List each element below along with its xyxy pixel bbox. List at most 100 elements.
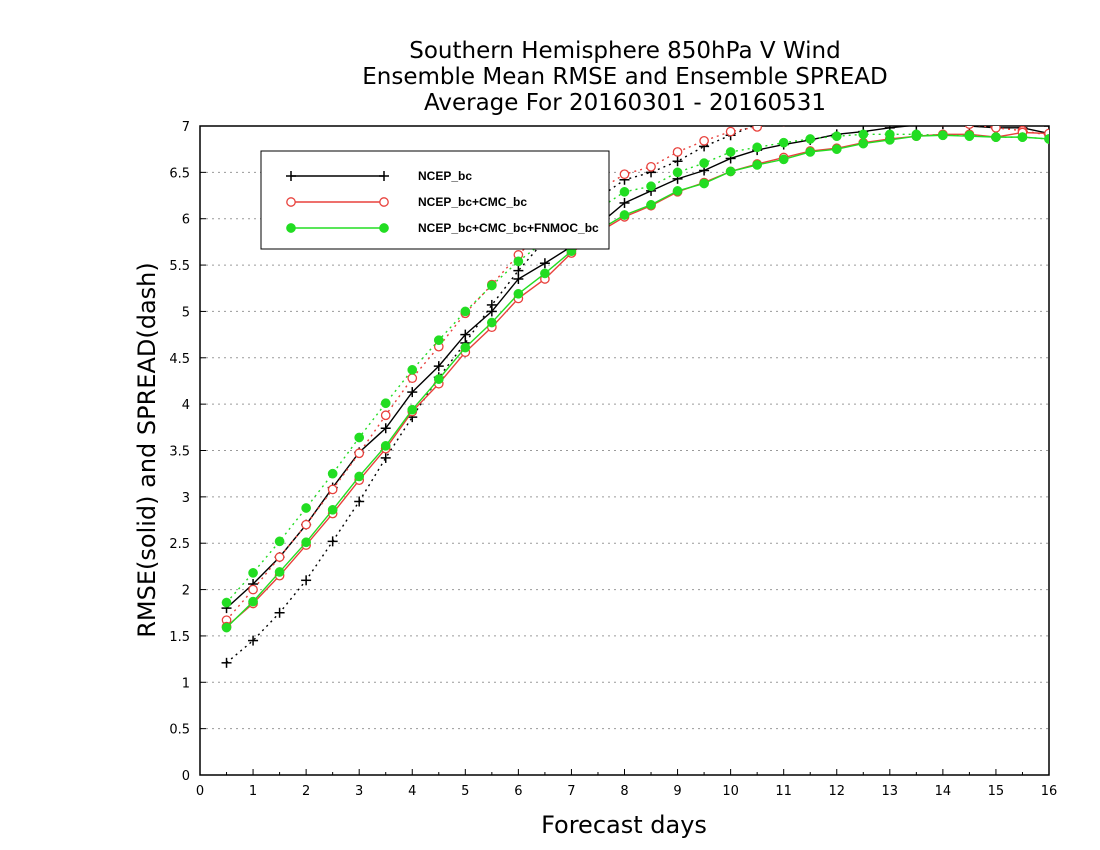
data-point xyxy=(327,468,338,479)
legend-label: NCEP_bc+CMC_bc xyxy=(418,195,527,209)
data-point xyxy=(379,223,389,233)
y-tick-label: 1 xyxy=(182,676,190,691)
data-point xyxy=(699,178,709,189)
x-tick-label: 11 xyxy=(775,784,792,799)
x-tick-label: 2 xyxy=(302,784,310,799)
y-tick-label: 5.5 xyxy=(169,259,190,274)
data-point xyxy=(831,144,842,155)
data-point xyxy=(540,268,550,279)
data-point xyxy=(380,398,391,409)
data-point xyxy=(354,432,365,443)
data-point xyxy=(380,423,391,434)
data-point xyxy=(752,160,763,170)
data-point xyxy=(619,197,630,208)
data-point xyxy=(805,134,816,144)
y-tick-label: 3.5 xyxy=(169,445,190,460)
y-tick-label: 5 xyxy=(182,305,190,320)
legend-label: NCEP_bc+CMC_bc+FNMOC_bc xyxy=(418,221,599,235)
data-point xyxy=(884,135,895,145)
data-point xyxy=(301,503,311,513)
x-tick-label: 14 xyxy=(935,784,952,799)
data-point xyxy=(964,131,975,142)
x-tick-label: 0 xyxy=(196,784,204,799)
y-tick-label: 6 xyxy=(182,213,190,228)
data-point xyxy=(991,132,1001,142)
y-axis: 0 0.5 1 1.5 2 2.5 3 3.5 4 4.5 5 5.5 6 6.5 7 xyxy=(169,120,206,784)
y-tick-label: 1.5 xyxy=(169,630,190,645)
data-point xyxy=(433,374,444,384)
legend-item: NCEP_bc+CMC_bc xyxy=(286,195,527,209)
x-tick-label: 6 xyxy=(514,784,522,799)
x-tick-label: 9 xyxy=(673,784,681,799)
y-tick-label: 4.5 xyxy=(169,352,190,367)
legend-item: NCEP_bc xyxy=(286,169,472,183)
legend-label: NCEP_bc xyxy=(418,169,472,183)
data-point xyxy=(248,568,258,578)
data-point xyxy=(1044,134,1049,144)
data-point xyxy=(699,158,709,168)
data-point xyxy=(379,197,389,207)
data-point xyxy=(327,484,338,495)
chart-title-line: Southern Hemisphere 850hPa V Wind xyxy=(409,38,840,64)
data-point xyxy=(1017,132,1028,142)
data-point xyxy=(619,186,630,197)
data-point xyxy=(274,552,285,562)
data-point xyxy=(831,131,842,142)
data-point xyxy=(486,317,497,328)
data-point xyxy=(486,280,497,291)
data-point xyxy=(964,126,974,129)
data-point xyxy=(782,126,786,127)
data-point xyxy=(354,471,365,482)
data-point xyxy=(513,288,524,299)
data-point xyxy=(301,537,311,548)
chart-title-line: Ensemble Mean RMSE and Ensemble SPREAD xyxy=(362,64,887,90)
data-point xyxy=(221,597,232,608)
data-point xyxy=(858,138,869,149)
chart-title-line: Average For 20160301 - 20160531 xyxy=(424,90,826,116)
data-point xyxy=(646,161,656,172)
data-point xyxy=(964,126,975,131)
data-point xyxy=(672,156,683,167)
data-point xyxy=(407,364,418,375)
data-point xyxy=(407,404,418,415)
data-point xyxy=(915,126,918,131)
data-point xyxy=(991,126,1001,133)
data-point xyxy=(646,181,656,192)
data-point xyxy=(301,519,311,530)
data-point xyxy=(433,335,444,346)
data-point xyxy=(379,171,389,181)
y-tick-label: 6.5 xyxy=(169,166,190,181)
data-point xyxy=(221,622,232,633)
data-point xyxy=(274,536,285,547)
data-point xyxy=(327,536,338,547)
x-tick-label: 16 xyxy=(1041,784,1058,799)
data-point xyxy=(248,584,258,595)
y-tick-label: 4 xyxy=(182,398,190,413)
data-point xyxy=(938,130,948,141)
data-point xyxy=(327,504,338,515)
data-point xyxy=(407,373,418,384)
data-point xyxy=(752,142,763,153)
y-tick-label: 0.5 xyxy=(169,723,190,738)
legend: NCEP_bc NCEP_bc+CMC_bc NCEP_bc+CMC_bc+FNMO… xyxy=(260,150,610,250)
series-line-rmse xyxy=(226,126,1049,609)
x-tick-label: 13 xyxy=(882,784,899,799)
data-point xyxy=(274,607,285,618)
data-point xyxy=(725,166,736,177)
data-point xyxy=(513,273,524,284)
data-point xyxy=(486,306,497,317)
x-tick-label: 7 xyxy=(567,784,575,799)
data-point xyxy=(274,567,285,577)
x-tick-label: 8 xyxy=(620,784,628,799)
y-tick-label: 3 xyxy=(182,491,190,506)
x-tick-label: 4 xyxy=(408,784,416,799)
x-tick-label: 5 xyxy=(461,784,469,799)
y-tick-label: 2.5 xyxy=(169,537,190,552)
data-point xyxy=(380,410,391,421)
data-point xyxy=(911,131,922,142)
legend-box xyxy=(260,150,610,250)
data-point xyxy=(619,210,630,220)
x-tick-label: 1 xyxy=(249,784,257,799)
y-axis-label: RMSE(solid) and SPREAD(dash) xyxy=(133,262,161,638)
data-point xyxy=(433,361,444,372)
